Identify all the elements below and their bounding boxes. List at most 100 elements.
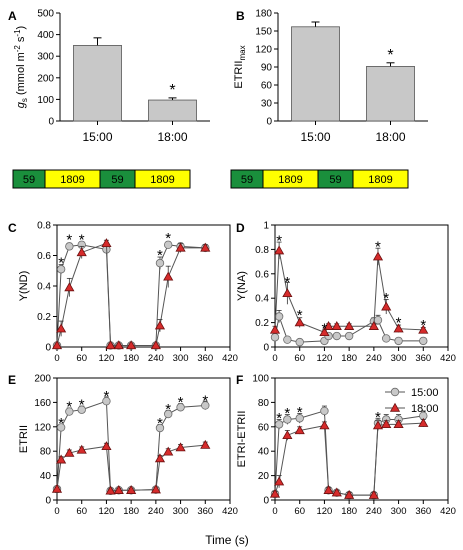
y-tick-label: 0 xyxy=(45,496,51,507)
data-point xyxy=(101,238,112,248)
x-tick-label: 420 xyxy=(222,506,238,517)
significance-star: * xyxy=(375,239,381,256)
series-line xyxy=(56,400,206,492)
series-line xyxy=(56,242,206,346)
y-tick-label: 1 xyxy=(263,221,269,232)
significance-star: * xyxy=(66,232,72,249)
data-point xyxy=(269,324,281,334)
x-tick-label: 0 xyxy=(54,506,59,517)
data-point xyxy=(319,420,330,430)
data-point xyxy=(283,335,292,344)
light-strip-label: 59 xyxy=(329,174,341,186)
y-axis-label: Y(NA) xyxy=(236,271,248,301)
y-tick-label: 40 xyxy=(40,471,52,482)
data-point xyxy=(418,417,429,427)
x-tick-label: 360 xyxy=(197,353,213,364)
data-point xyxy=(76,444,87,454)
data-point xyxy=(269,488,281,498)
panel-letter: B xyxy=(236,9,245,23)
y-tick-label: 0.4 xyxy=(37,282,51,293)
y-tick-label: 60 xyxy=(261,81,273,92)
light-strip-label: 59 xyxy=(111,174,123,186)
y-tick-label: 0 xyxy=(263,496,269,507)
data-point xyxy=(77,405,86,414)
significance-star: * xyxy=(58,255,64,272)
x-tick-label: 60 xyxy=(76,506,87,517)
x-tick-label: 180 xyxy=(341,506,357,517)
data-point xyxy=(295,337,304,347)
data-point xyxy=(56,423,66,432)
data-point xyxy=(331,487,342,497)
data-point xyxy=(56,454,67,464)
data-point xyxy=(270,333,280,342)
data-point xyxy=(323,321,334,330)
data-point xyxy=(150,484,161,494)
data-point xyxy=(126,340,137,350)
data-point xyxy=(373,315,383,325)
x-tick-label: 360 xyxy=(415,353,431,364)
data-point xyxy=(419,336,428,346)
data-point xyxy=(105,485,116,495)
light-strip-segment xyxy=(134,169,191,189)
data-point xyxy=(282,288,293,298)
y-tick-label: 100 xyxy=(252,374,269,385)
significance-star: * xyxy=(79,232,85,249)
y-tick-label: 0 xyxy=(263,343,269,354)
data-point xyxy=(344,331,354,341)
x-tick-label: 420 xyxy=(222,353,238,364)
y-axis-label: ETRII xyxy=(18,425,30,453)
x-tick-label: 240 xyxy=(366,353,382,364)
y-tick-label: 0.4 xyxy=(255,294,269,305)
legend-marker xyxy=(390,387,400,397)
x-tick-label: 0 xyxy=(272,506,277,517)
data-point xyxy=(164,409,173,419)
light-strip-label: 59 xyxy=(23,174,35,186)
significance-star: * xyxy=(66,398,72,415)
y-tick-label: 0.6 xyxy=(37,251,51,262)
significance-star: * xyxy=(396,314,402,331)
x-tick-label: 0 xyxy=(54,353,59,364)
x-tick-label: 240 xyxy=(366,506,382,517)
category-label: 15:00 xyxy=(300,130,330,144)
y-tick-label: 0.8 xyxy=(255,245,269,256)
bar xyxy=(366,66,415,122)
data-point xyxy=(372,420,384,430)
data-point xyxy=(126,485,137,494)
data-point xyxy=(381,301,392,311)
y-axis-label: Y(ND) xyxy=(18,271,30,302)
x-tick-label: 300 xyxy=(173,353,189,364)
bar xyxy=(291,26,340,122)
data-point xyxy=(102,396,111,406)
y-tick-label: 0 xyxy=(48,117,54,128)
data-point xyxy=(175,242,186,252)
significance-star: * xyxy=(169,82,175,99)
y-tick-label: 60 xyxy=(258,422,270,433)
panel-letter: C xyxy=(8,221,17,235)
data-point xyxy=(164,240,173,250)
panel-d: D 0 0.2 0.4 0.6 0.8 1 0 60 120 180 240 300 360 420 Y(NA… xyxy=(236,221,456,365)
light-strip-label: 1809 xyxy=(150,174,174,186)
y-tick-label: 400 xyxy=(37,30,54,41)
data-point xyxy=(113,340,124,350)
x-tick-label: 420 xyxy=(440,506,456,517)
y-tick-label: 180 xyxy=(255,9,272,20)
data-point xyxy=(323,485,334,494)
panel-b: B 0 30 60 90 120 150 180 ETRIImax 15:00 18:00 * 59 18… xyxy=(230,9,428,189)
data-point xyxy=(101,441,112,451)
x-tick-label: 60 xyxy=(76,353,87,364)
y-tick-label: 200 xyxy=(34,374,51,385)
data-point xyxy=(393,419,404,429)
y-tick-label: 20 xyxy=(258,471,270,482)
y-tick-label: 0 xyxy=(45,343,51,354)
panel-letter: A xyxy=(8,9,17,23)
data-point xyxy=(331,321,342,330)
data-point xyxy=(176,403,185,412)
y-tick-label: 150 xyxy=(255,27,272,38)
data-point xyxy=(372,251,384,261)
y-axis-label: gs (mmol m-2 s-1) xyxy=(13,26,29,108)
category-label: 15:00 xyxy=(82,130,112,144)
significance-star: * xyxy=(165,401,171,418)
data-point xyxy=(163,271,174,281)
data-point xyxy=(393,323,404,333)
y-tick-label: 0.6 xyxy=(255,269,269,280)
